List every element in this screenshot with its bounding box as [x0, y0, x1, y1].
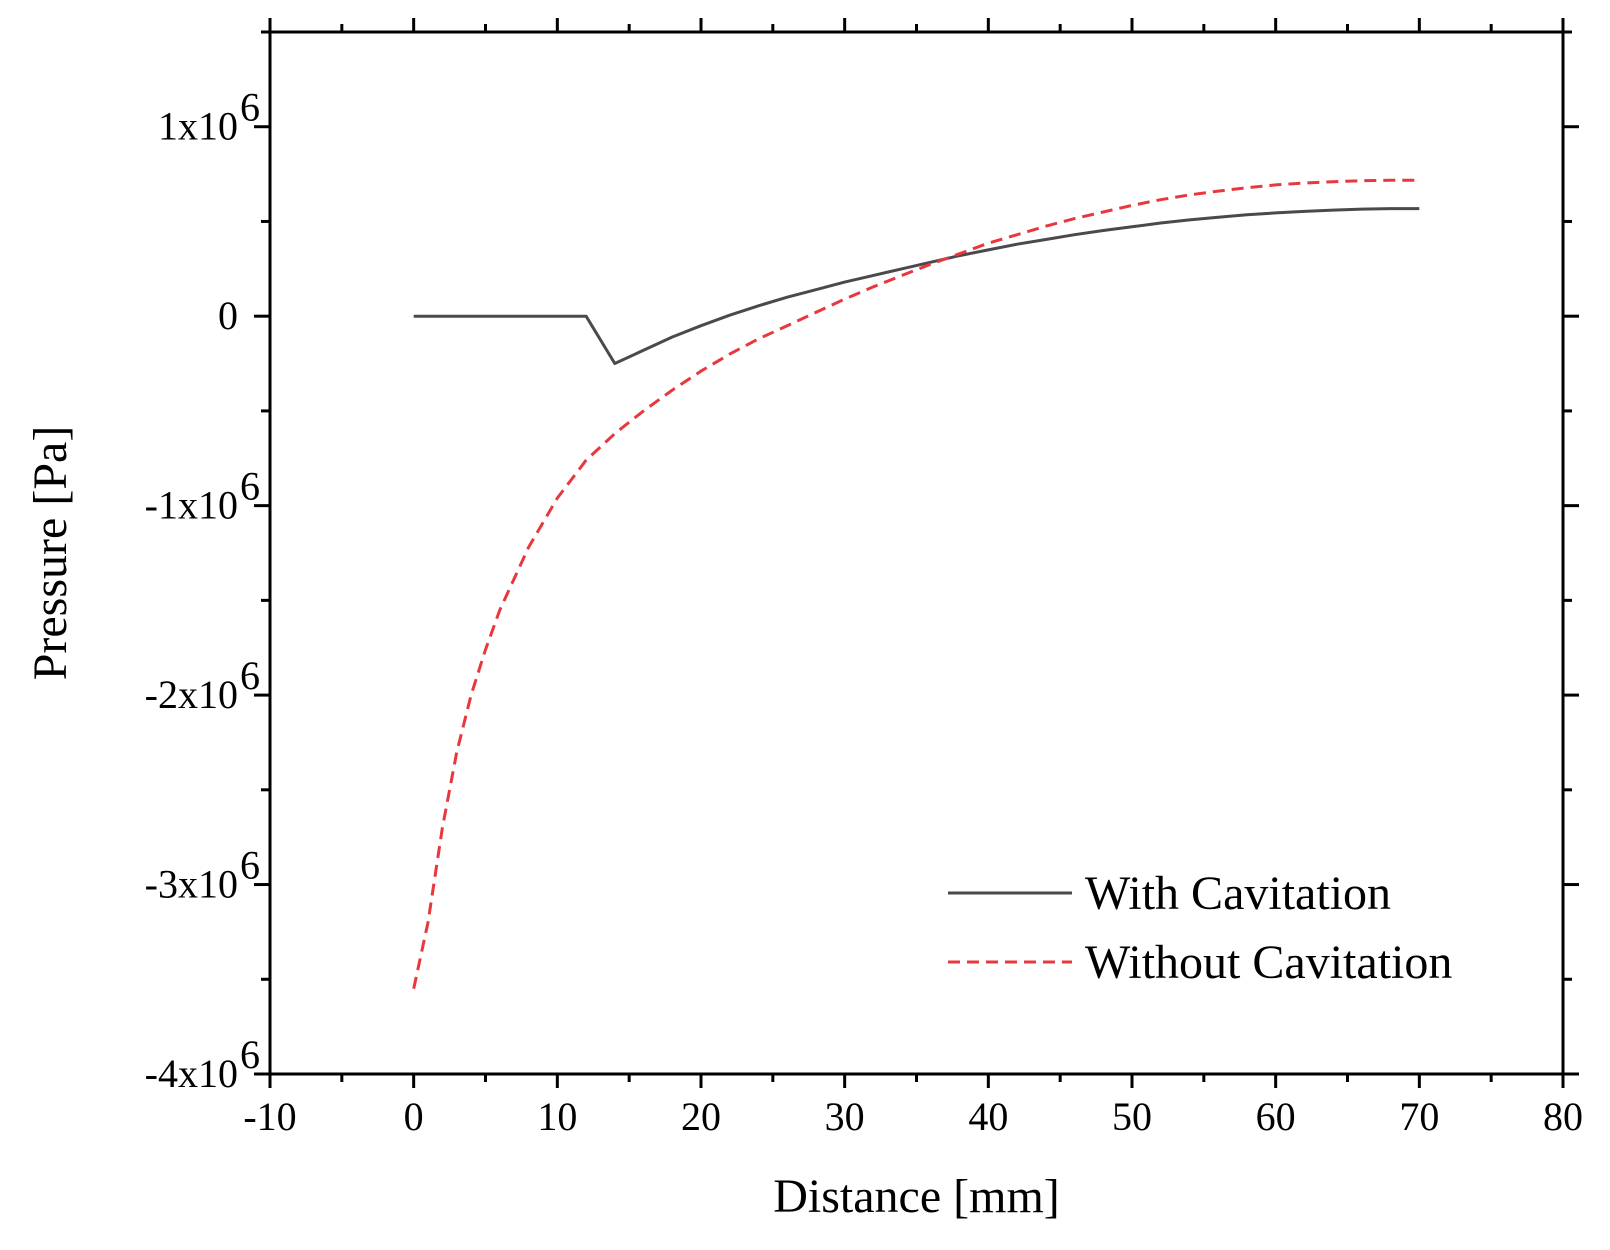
x-tick-label: 0 [404, 1094, 424, 1139]
y-axis-title: Pressure [Pa] [24, 426, 77, 681]
y-tick-label: -1x10 [145, 483, 238, 528]
y-tick-label: 0 [218, 293, 238, 338]
series-line-without-cavitation [412, 178, 1420, 990]
legend-label-without-cavitation: Without Cavitation [1085, 936, 1452, 989]
y-tick-label: -3x10 [145, 862, 238, 907]
y-tick-label-exponent: 6 [240, 1032, 260, 1077]
y-tick-label: -4x10 [145, 1051, 238, 1096]
x-tick-label: 80 [1543, 1094, 1583, 1139]
series-line-with-cavitation [413, 207, 1420, 365]
x-tick-label: 50 [1112, 1094, 1152, 1139]
x-tick-label: 60 [1256, 1094, 1296, 1139]
y-tick-label: -2x10 [145, 672, 238, 717]
y-tick-label-exponent: 6 [240, 464, 260, 509]
x-tick-label: 70 [1399, 1094, 1439, 1139]
x-tick-label: 20 [681, 1094, 721, 1139]
x-tick-label: 30 [825, 1094, 865, 1139]
y-tick-label: 1x10 [158, 104, 238, 149]
y-tick-label-exponent: 6 [240, 653, 260, 698]
legend-label-with-cavitation: With Cavitation [1085, 867, 1391, 920]
x-tick-label: 40 [968, 1094, 1008, 1139]
x-tick-label: -10 [243, 1094, 296, 1139]
x-tick-label: 10 [537, 1094, 577, 1139]
x-axis-title: Distance [mm] [773, 1170, 1060, 1223]
y-tick-label-exponent: 6 [240, 843, 260, 888]
y-tick-label-exponent: 6 [240, 85, 260, 130]
